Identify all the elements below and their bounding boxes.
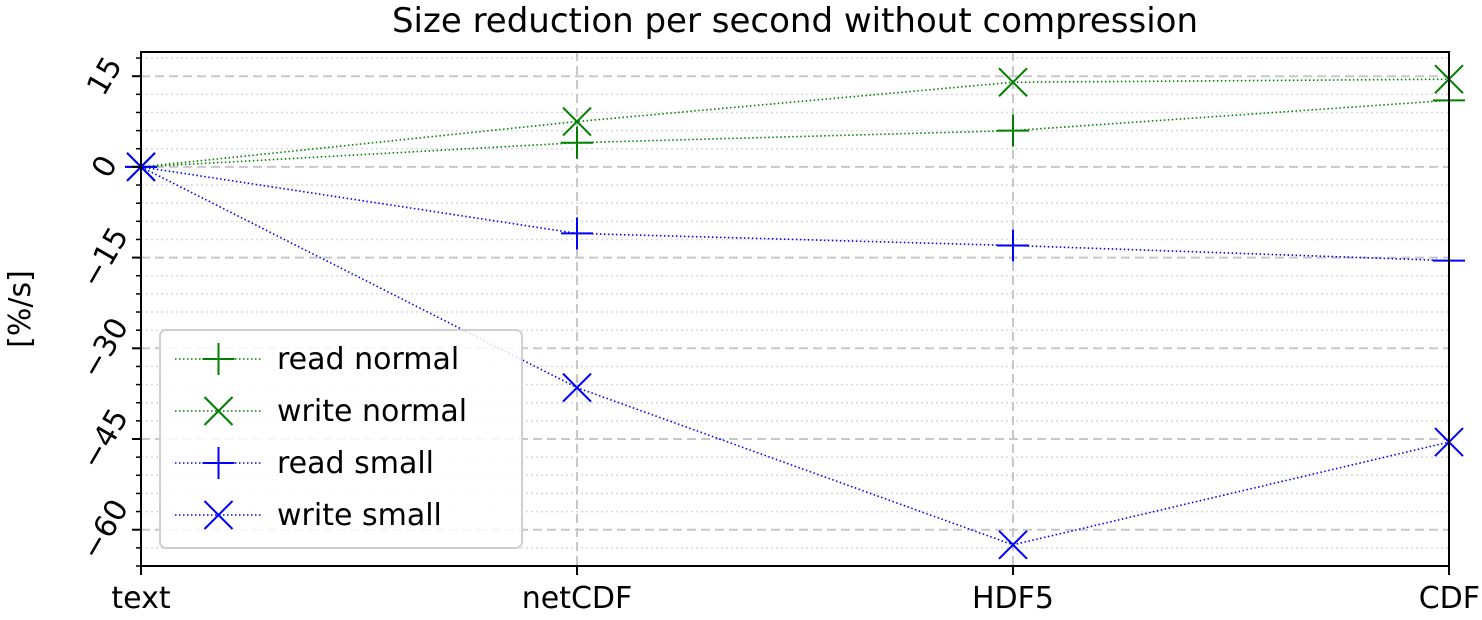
legend-entry: read normal: [175, 342, 459, 377]
chart-title: Size reduction per second without compre…: [392, 1, 1198, 41]
legend-entry: write normal: [175, 394, 467, 429]
plus-marker: [997, 229, 1029, 262]
x-marker: [203, 396, 234, 426]
x-tick-label: text: [111, 581, 170, 616]
y-tick-label: −30: [74, 312, 136, 384]
y-tick-label: 15: [80, 51, 129, 102]
x-marker: [998, 530, 1028, 560]
legend-label: write normal: [277, 394, 467, 429]
legend-entry: read small: [175, 446, 434, 481]
x-marker: [562, 106, 592, 137]
legend-entry: write small: [175, 498, 442, 533]
y-tick-label: −60: [74, 494, 136, 566]
y-tick-label: 0: [85, 150, 125, 184]
x-tick-label: netCDF: [522, 581, 633, 616]
series-write-normal: [126, 64, 1464, 182]
series-line: [140, 99, 1450, 168]
series-line: [140, 78, 1450, 168]
x-tick-label: HDF5: [972, 581, 1054, 616]
x-tick-label: CDF: [1419, 581, 1480, 616]
x-marker: [562, 372, 592, 403]
legend-box: [159, 329, 523, 549]
legend-label: read small: [277, 446, 434, 481]
legend: read normal write normal read small write s…: [159, 329, 523, 549]
series-line: [140, 166, 1450, 546]
series-read-normal: [125, 84, 1465, 183]
x-marker: [203, 500, 234, 530]
y-tick-label: −45: [74, 403, 136, 475]
plus-marker: [561, 126, 593, 159]
axes-frame: [140, 51, 1450, 567]
legend-label: read normal: [277, 342, 459, 377]
y-axis-label: [%/s]: [3, 270, 38, 348]
plus-marker: [202, 447, 235, 479]
legend-label: write small: [277, 498, 442, 533]
x-marker: [998, 67, 1028, 97]
plus-marker: [561, 217, 593, 250]
series-line: [140, 166, 1450, 262]
plus-marker: [997, 114, 1029, 147]
plus-marker: [202, 343, 235, 375]
y-tick-label: −15: [74, 221, 136, 293]
